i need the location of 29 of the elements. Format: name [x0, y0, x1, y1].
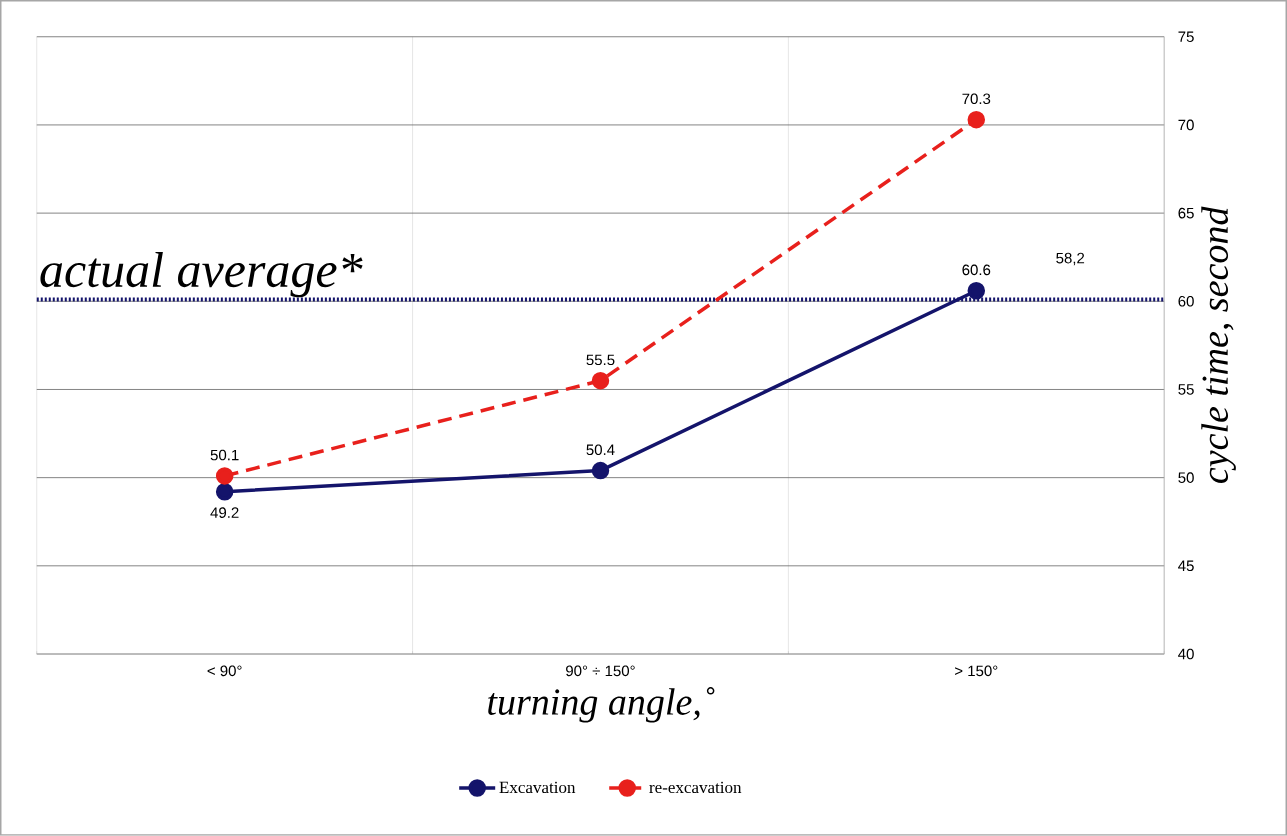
data-label: 60.6 [962, 264, 991, 276]
y-tick-label: 65 [1178, 207, 1194, 219]
legend-label: Excavation [499, 781, 576, 794]
data-label: 70.3 [962, 93, 991, 105]
y-tick-label: 60 [1178, 296, 1194, 307]
point [215, 467, 234, 485]
point [591, 371, 610, 390]
y-tick-label: 40 [1178, 648, 1194, 660]
x-tick-label: < 90° [207, 665, 242, 677]
ref-line-label: actual average* [40, 252, 363, 298]
point [215, 483, 234, 501]
y-tick-label: 75 [1178, 31, 1194, 43]
point [967, 282, 986, 300]
x-axis-title: turning angle,˚ [488, 687, 715, 723]
y-tick-label: 70 [1178, 119, 1194, 131]
annotation: 58,2 [1056, 252, 1085, 266]
data-label: 49.2 [210, 507, 239, 518]
x-tick-label: 90° ÷ 150° [566, 665, 635, 677]
data-label: 50.1 [210, 449, 239, 461]
data-label: 50.4 [586, 444, 615, 456]
y-axis-title: cycle time, second [1201, 206, 1236, 484]
point [591, 461, 610, 480]
data-label: 55.5 [586, 354, 615, 366]
x-tick-label: > 150° [955, 665, 998, 677]
point [967, 110, 986, 129]
y-tick-label: 45 [1178, 560, 1194, 572]
legend-label: re-excavation [649, 781, 742, 794]
y-tick-label: 55 [1178, 384, 1194, 395]
y-tick-label: 50 [1178, 472, 1194, 484]
